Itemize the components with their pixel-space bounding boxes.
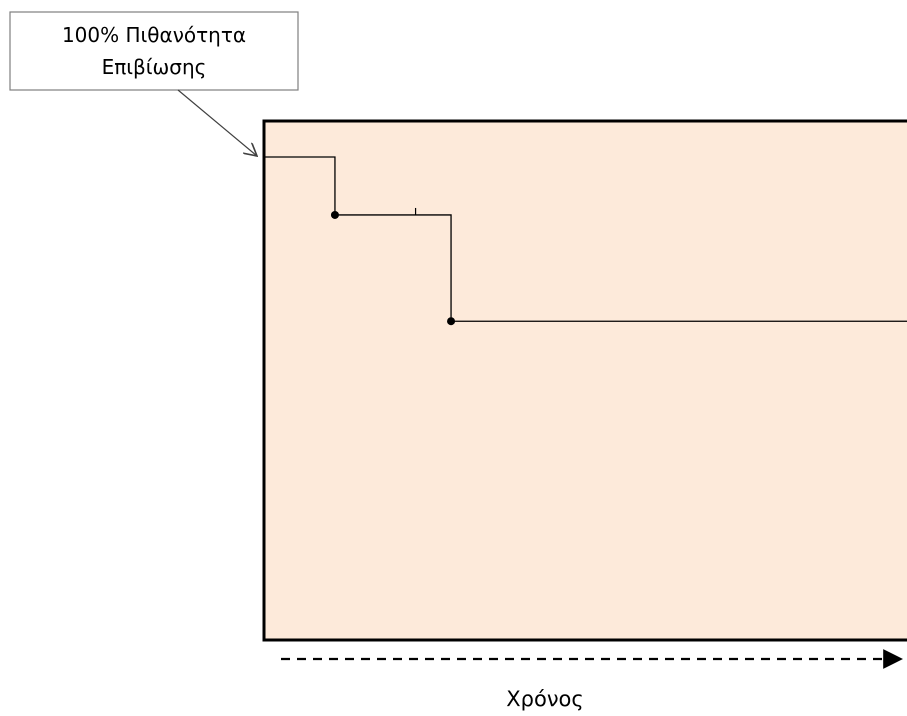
callout-line-1: 100% Πιθανότητα	[62, 23, 246, 47]
event-markers	[330, 210, 456, 326]
plot-area-background	[264, 121, 907, 640]
survival-step-line	[264, 156, 907, 322]
callout-line-2: Επιβίωσης	[102, 55, 207, 79]
event-point-1	[330, 210, 339, 219]
callout-pointer	[177, 89, 257, 156]
plot-frame	[262, 119, 907, 642]
event-point-2	[447, 317, 456, 326]
callout-box	[9, 11, 299, 91]
x-axis-label: Χρόνος	[506, 687, 583, 711]
